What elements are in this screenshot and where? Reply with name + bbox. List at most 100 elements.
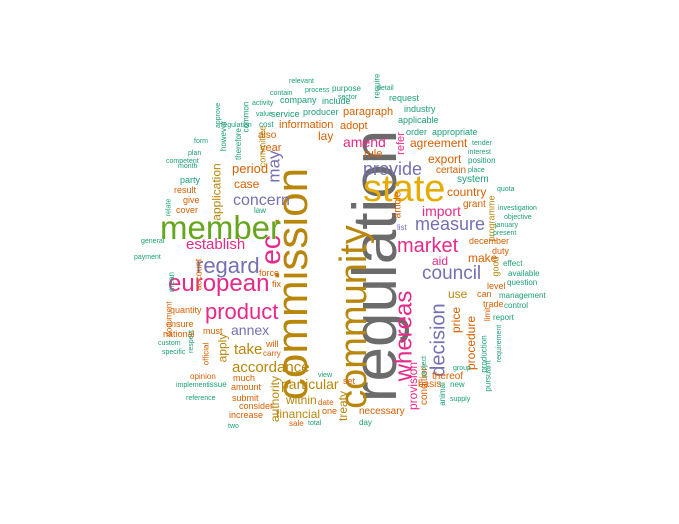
- cloud-word: industry: [404, 104, 436, 114]
- cloud-word: european: [168, 270, 270, 297]
- cloud-word: grant: [463, 199, 486, 210]
- cloud-word: new: [450, 380, 465, 389]
- cloud-word: group: [453, 365, 471, 372]
- cloud-word: much: [233, 373, 256, 383]
- cloud-word: report: [493, 313, 514, 322]
- cloud-word: financial: [276, 407, 321, 421]
- cloud-word: day: [359, 418, 372, 427]
- cloud-word: appropriate: [432, 127, 478, 137]
- cloud-word: tender: [472, 140, 492, 147]
- cloud-word: procedure: [464, 315, 479, 371]
- cloud-word: must: [203, 326, 223, 336]
- cloud-word: relate: [165, 198, 173, 217]
- cloud-word: necessary: [359, 406, 405, 417]
- cloud-word: annex: [231, 322, 270, 338]
- cloud-word: request: [389, 93, 420, 103]
- cloud-word: quota: [497, 186, 515, 193]
- cloud-word: accordance: [232, 359, 310, 376]
- cloud-word: purpose: [332, 84, 361, 93]
- cloud-word: year: [260, 142, 282, 154]
- cloud-word: concern: [233, 192, 290, 209]
- cloud-word: objective: [504, 214, 532, 221]
- cloud-word: producer: [303, 107, 339, 117]
- cloud-word: activity: [252, 100, 274, 107]
- cloud-word: opinion: [190, 372, 216, 381]
- cloud-word: sector: [338, 94, 358, 101]
- cloud-word: rule: [364, 148, 383, 160]
- cloud-word: member: [160, 209, 282, 246]
- cloud-word: carry: [263, 349, 281, 358]
- cloud-word: requirement: [496, 324, 504, 363]
- cloud-word: order: [406, 127, 428, 137]
- cloud-word: general: [141, 238, 165, 245]
- cloud-word: amend: [343, 134, 386, 150]
- cloud-word: supply: [450, 396, 471, 403]
- cloud-word: question: [507, 278, 538, 287]
- cloud-word: control: [504, 301, 529, 310]
- cloud-word: quantity: [170, 305, 202, 315]
- cloud-word: import: [422, 203, 461, 219]
- cloud-word: january: [495, 222, 518, 229]
- cloud-word: make: [468, 251, 498, 265]
- cloud-word: cost: [259, 120, 274, 129]
- cloud-word: pursuant: [483, 360, 493, 392]
- cloud-word: force: [259, 268, 280, 278]
- cloud-word: state: [363, 168, 446, 210]
- cloud-word: lay: [318, 129, 334, 143]
- cloud-word: regard: [196, 253, 260, 278]
- cloud-word: effect: [503, 259, 523, 268]
- cloud-word: take: [234, 341, 263, 358]
- cloud-word: respect: [187, 330, 195, 353]
- cloud-word: measure: [415, 214, 486, 234]
- cloud-word: article: [392, 191, 404, 219]
- cloud-word: set: [343, 376, 356, 386]
- cloud-word: account: [193, 258, 204, 291]
- cloud-word: particular: [281, 376, 339, 392]
- cloud-word: basis: [418, 379, 442, 390]
- cloud-word: position: [468, 156, 496, 165]
- cloud-word: plan: [188, 150, 202, 157]
- cloud-word: trade: [483, 299, 504, 309]
- cloud-word: ec: [254, 235, 286, 265]
- cloud-word: fix: [272, 279, 281, 289]
- cloud-word: mean: [167, 271, 177, 293]
- cloud-word: good: [490, 256, 501, 277]
- cloud-word: december: [469, 236, 510, 246]
- cloud-word: process: [305, 87, 330, 94]
- cloud-word: agreement: [410, 136, 468, 150]
- cloud-word: export: [428, 152, 462, 166]
- cloud-word: will: [266, 339, 279, 349]
- cloud-word: applicable: [398, 115, 439, 125]
- cloud-word: issue: [208, 380, 227, 389]
- cloud-word: sale: [289, 419, 304, 428]
- cloud-word: case: [234, 177, 260, 191]
- cloud-word: increase: [229, 410, 264, 420]
- cloud-word: information: [279, 119, 334, 131]
- cloud-word: payment: [134, 254, 161, 261]
- cloud-word: reference: [186, 395, 216, 402]
- cloud-word: official: [201, 342, 211, 366]
- cloud-word: law: [254, 206, 267, 215]
- cloud-word: month: [178, 163, 198, 170]
- cloud-word: detail: [377, 85, 394, 92]
- cloud-word: present: [493, 230, 517, 237]
- cloud-word: competent: [166, 158, 199, 165]
- cloud-word: investigation: [498, 205, 537, 212]
- cloud-word: list: [397, 223, 407, 232]
- cloud-word: include: [322, 96, 351, 106]
- cloud-word: price: [449, 306, 464, 334]
- cloud-word: interest: [468, 149, 491, 156]
- cloud-word: within: [286, 393, 317, 407]
- cloud-word: place: [468, 167, 485, 174]
- cloud-word: contain: [270, 90, 293, 97]
- cloud-word: two: [228, 423, 239, 430]
- cloud-word: system: [457, 174, 489, 185]
- cloud-word: council: [422, 263, 482, 284]
- cloud-word: view: [318, 372, 333, 379]
- cloud-word: establish: [186, 236, 246, 253]
- cloud-word: country: [447, 185, 487, 199]
- cloud-word: also: [258, 130, 277, 141]
- cloud-word: available: [508, 269, 540, 278]
- cloud-word: level: [487, 281, 506, 291]
